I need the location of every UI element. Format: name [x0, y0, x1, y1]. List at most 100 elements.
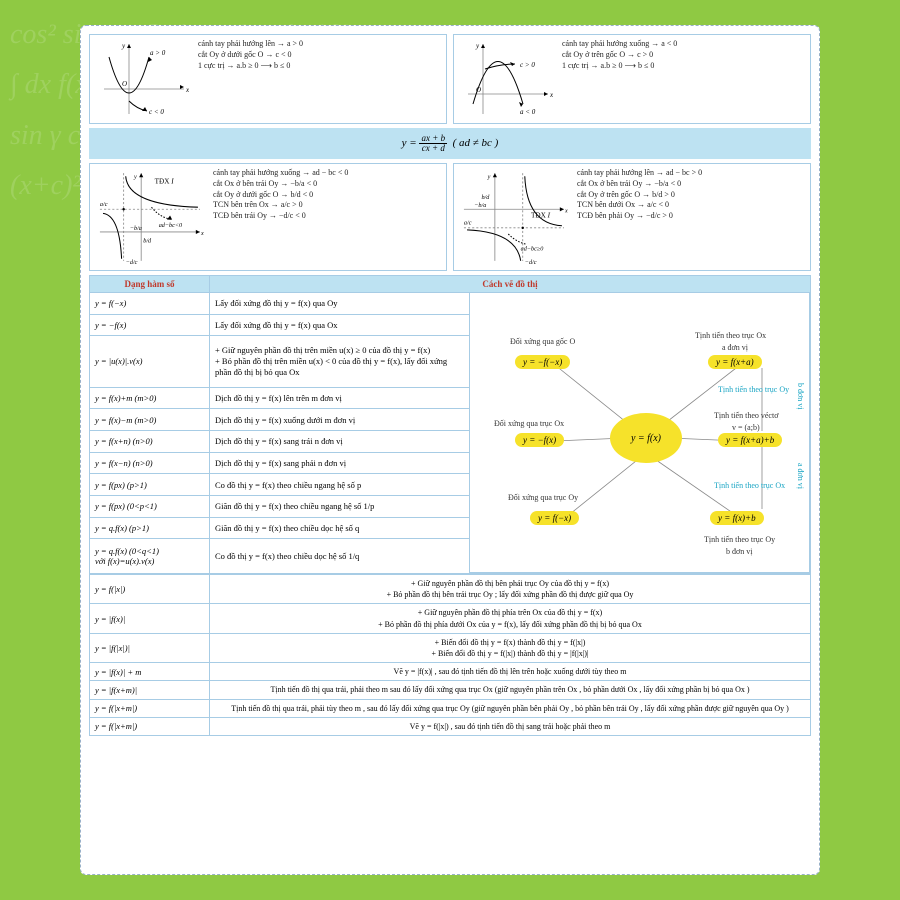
fn-2: y = |u(x)|.v(x): [90, 336, 210, 387]
panel-parabola-up: x y O a > 0 c < 0 cánh tay phải hướng lên …: [89, 34, 447, 124]
desc-full: Vẽ y = |f(x)| , sau đó tịnh tiến đồ thị …: [210, 663, 811, 681]
bubble: y = f(x+a)+b: [718, 433, 782, 447]
mindmap-label: Tịnh tiến theo véctơ: [714, 411, 778, 420]
desc-5: Dịch đồ thị y = f(x) sang trái n đơn vị: [210, 430, 470, 452]
svg-text:y: y: [487, 173, 491, 180]
desc-7: Co đồ thị y = f(x) theo chiều ngang hệ s…: [210, 474, 470, 496]
svg-text:x: x: [185, 86, 190, 94]
svg-text:−b/a: −b/a: [130, 225, 142, 232]
desc-full: Tịnh tiến đồ thị qua trái, phải theo m s…: [210, 681, 811, 699]
mindmap-label: Tịnh tiến theo trục Ox: [695, 331, 766, 340]
mindmap-label: Tịnh tiến theo trục Oy: [704, 535, 775, 544]
desc-4: Dịch đồ thị y = f(x) xuống dưới m đơn vị: [210, 409, 470, 431]
svg-text:ad−bc≥0: ad−bc≥0: [521, 246, 544, 253]
svg-text:a < 0: a < 0: [520, 108, 536, 116]
mindmap-label: Đối xứng qua trục Oy: [508, 493, 578, 502]
fn-4: y = f(x)−m (m>0): [90, 409, 210, 431]
transform-table: Dạng hàm số Cách vẽ đồ thị y = f(−x) Lấy…: [89, 275, 811, 574]
th-fn: Dạng hàm số: [90, 276, 210, 293]
svg-text:y: y: [121, 42, 126, 50]
fn-full: y = f(|x|): [90, 575, 210, 604]
mindmap-label: Đối xứng qua gốc O: [510, 337, 575, 346]
fn-6: y = f(x−n) (n>0): [90, 452, 210, 474]
bubble: y = f(x)+b: [710, 511, 764, 525]
notes-up: cánh tay phải hướng lên → a > 0 cắt Oy ở…: [198, 39, 442, 119]
desc-full: + Giữ nguyên phần đồ thị phía trên Ox củ…: [210, 604, 811, 633]
svg-text:−b/a: −b/a: [474, 202, 486, 209]
notes-down: cánh tay phải hướng xuống → a < 0 cắt Oy…: [562, 39, 806, 119]
desc-9: Giãn đồ thị y = f(x) theo chiều dọc hệ s…: [210, 517, 470, 539]
desc-8: Giãn đồ thị y = f(x) theo chiều ngang hệ…: [210, 496, 470, 518]
desc-full: Tịnh tiến đồ thị qua trái, phải tùy theo…: [210, 699, 811, 717]
svg-text:TĐX I: TĐX I: [155, 177, 175, 185]
graph-parabola-down: xyO c > 0 a < 0: [458, 39, 558, 119]
svg-text:c > 0: c > 0: [520, 61, 535, 69]
svg-text:c < 0: c < 0: [149, 108, 164, 116]
svg-text:y: y: [133, 173, 137, 180]
svg-text:x: x: [200, 230, 204, 237]
fn-10: y = q.f(x) (0<q<1) với f(x)=u(x).v(x): [90, 539, 210, 574]
graph-parabola-up: x y O a > 0 c < 0: [94, 39, 194, 119]
desc-3: Dịch đồ thị y = f(x) lên trên m đơn vị: [210, 387, 470, 409]
mindmap-label: Đối xứng qua trục Ox: [494, 419, 564, 428]
svg-text:−d/c: −d/c: [126, 259, 138, 266]
mindmap-cell: y = f(x) y = −f(−x) y = f(x+a) y = −f(x) y …: [470, 293, 811, 574]
desc-full: + Biến đổi đồ thị y = f(x) thành đồ thị …: [210, 633, 811, 662]
bubble: y = f(x+a): [708, 355, 762, 369]
fn-full: y = |f(x+m)|: [90, 681, 210, 699]
fn-full: y = |f(x)|: [90, 604, 210, 633]
svg-text:y: y: [475, 42, 480, 50]
mindmap-label: b đơn vị: [726, 547, 752, 556]
svg-text:a > 0: a > 0: [150, 49, 166, 57]
graph-hyp-2: x y TĐX I ad−bc≥0 b/d −b/a −d/c a/c: [458, 168, 573, 266]
svg-text:TĐX I: TĐX I: [531, 212, 551, 220]
svg-text:b/d: b/d: [143, 237, 152, 244]
svg-text:b/d: b/d: [481, 194, 490, 201]
fn-1: y = −f(x): [90, 314, 210, 336]
graph-hyp-1: xy TĐX I ad−bc<0 a/c −d/c −b/a b/d: [94, 168, 209, 266]
desc-1: Lấy đối xứng đồ thị y = f(x) qua Ox: [210, 314, 470, 336]
top-panels-row: x y O a > 0 c < 0 cánh tay phải hướng lên …: [89, 34, 811, 124]
page: x y O a > 0 c < 0 cánh tay phải hướng lên …: [80, 25, 820, 875]
fn-0: y = f(−x): [90, 293, 210, 315]
notes-hyp-1: cánh tay phải hướng xuống → ad − bc < 0 …: [213, 168, 442, 266]
th-desc: Cách vẽ đồ thị: [210, 276, 811, 293]
mindmap-label: Tịnh tiến theo trục Oy: [718, 385, 789, 394]
fn-5: y = f(x+n) (n>0): [90, 430, 210, 452]
panel-parabola-down: xyO c > 0 a < 0 cánh tay phải hướng xuốn…: [453, 34, 811, 124]
fn-full: y = f(|x+m|): [90, 699, 210, 717]
mindmap-label: b đơn vị: [796, 383, 805, 409]
mindmap-label: a đơn vị: [722, 343, 748, 352]
fn-3: y = f(x)+m (m>0): [90, 387, 210, 409]
svg-text:O: O: [122, 80, 127, 88]
svg-text:x: x: [564, 207, 568, 214]
transform-table-full: y = f(|x|)+ Giữ nguyên phần đồ thị bên p…: [89, 574, 811, 736]
formula-banner: y = ax + bcx + d ( ad ≠ bc ): [89, 128, 811, 159]
fn-7: y = f(px) (p>1): [90, 474, 210, 496]
desc-10: Co đồ thị y = f(x) theo chiều dọc hệ số …: [210, 539, 470, 574]
notes-hyp-2: cánh tay phải hướng lên → ad − bc > 0 cắ…: [577, 168, 806, 266]
fn-8: y = f(px) (0<p<1): [90, 496, 210, 518]
mid-panels-row: xy TĐX I ad−bc<0 a/c −d/c −b/a b/d cánh …: [89, 163, 811, 271]
bubble: y = −f(−x): [515, 355, 570, 369]
fn-full: y = |f(x)| + m: [90, 663, 210, 681]
panel-hyp-2: x y TĐX I ad−bc≥0 b/d −b/a −d/c a/c cánh …: [453, 163, 811, 271]
center-node: y = f(x): [610, 413, 682, 463]
mindmap-label: a đơn vị: [796, 463, 805, 489]
svg-text:x: x: [549, 91, 554, 99]
svg-text:a/c: a/c: [464, 220, 472, 227]
bubble: y = −f(x): [515, 433, 564, 447]
panel-hyp-1: xy TĐX I ad−bc<0 a/c −d/c −b/a b/d cánh …: [89, 163, 447, 271]
fn-9: y = q.f(x) (p>1): [90, 517, 210, 539]
desc-2: + Giữ nguyên phần đồ thị trên miền u(x) …: [210, 336, 470, 387]
desc-full: + Giữ nguyên phần đồ thị bên phải trục O…: [210, 575, 811, 604]
fn-full: y = f(|x+m|): [90, 717, 210, 735]
fn-full: y = |f(|x|)|: [90, 633, 210, 662]
mindmap-label: Tịnh tiến theo trục Ox: [714, 481, 785, 490]
mindmap-label: v = (a;b): [732, 423, 760, 432]
bubble: y = f(−x): [530, 511, 579, 525]
desc-6: Dịch đồ thị y = f(x) sang phải n đơn vị: [210, 452, 470, 474]
desc-full: Vẽ y = f(|x|) , sau đó tịnh tiến đồ thị …: [210, 717, 811, 735]
svg-text:−d/c: −d/c: [525, 259, 537, 266]
svg-text:a/c: a/c: [100, 201, 108, 208]
